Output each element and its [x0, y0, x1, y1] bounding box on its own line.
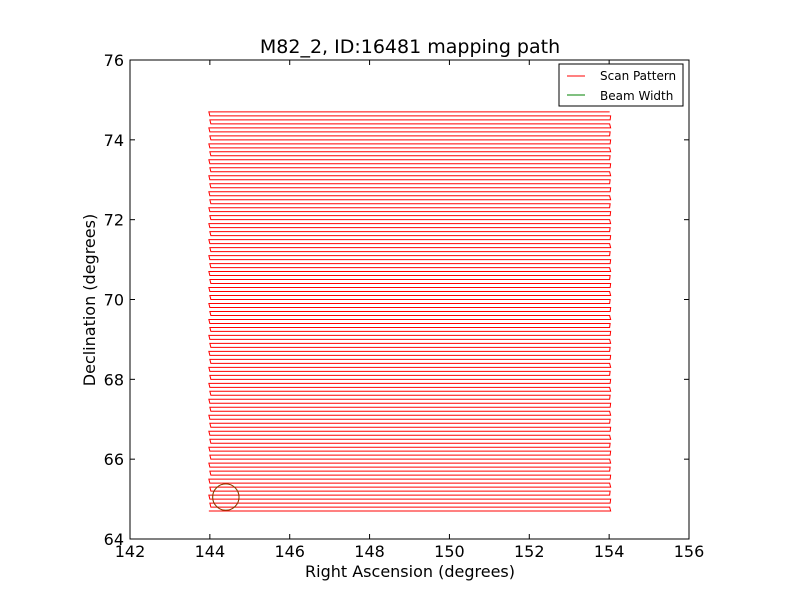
- x-tick-label: 142: [115, 542, 146, 561]
- y-tick-label: 76: [104, 51, 124, 70]
- x-axis: 142 144 146 148 150 152 154 156: [115, 60, 705, 561]
- y-tick-label: 64: [104, 530, 124, 549]
- legend: Scan Pattern Beam Width: [558, 63, 684, 107]
- legend-label-beam-width: Beam Width: [600, 89, 673, 103]
- y-tick-label: 70: [104, 291, 124, 310]
- y-axis: 64 66 68 70 72 74 76: [104, 51, 689, 549]
- y-tick-label: 72: [104, 211, 124, 230]
- x-tick-label: 144: [195, 542, 226, 561]
- beam-width-series: [212, 483, 240, 511]
- scan-pattern-series: [208, 111, 612, 512]
- chart-title: M82_2, ID:16481 mapping path: [260, 36, 560, 58]
- y-tick-label: 74: [104, 131, 124, 150]
- beam-width-circle-overlay: [212, 483, 240, 511]
- x-tick-label: 156: [674, 542, 705, 561]
- legend-label-scan-pattern: Scan Pattern: [600, 69, 676, 83]
- plot-area: [129, 59, 690, 540]
- y-tick-label: 68: [104, 370, 124, 389]
- x-axis-title: Right Ascension (degrees): [305, 562, 515, 581]
- legend-box: [558, 63, 684, 107]
- x-tick-label: 148: [354, 542, 385, 561]
- y-axis-title: Declination (degrees): [80, 214, 99, 386]
- x-tick-label: 150: [434, 542, 465, 561]
- x-tick-label: 154: [594, 542, 625, 561]
- x-tick-label: 152: [514, 542, 545, 561]
- scan-pattern-line: [208, 111, 612, 512]
- x-tick-label: 146: [274, 542, 305, 561]
- y-tick-label: 66: [104, 450, 124, 469]
